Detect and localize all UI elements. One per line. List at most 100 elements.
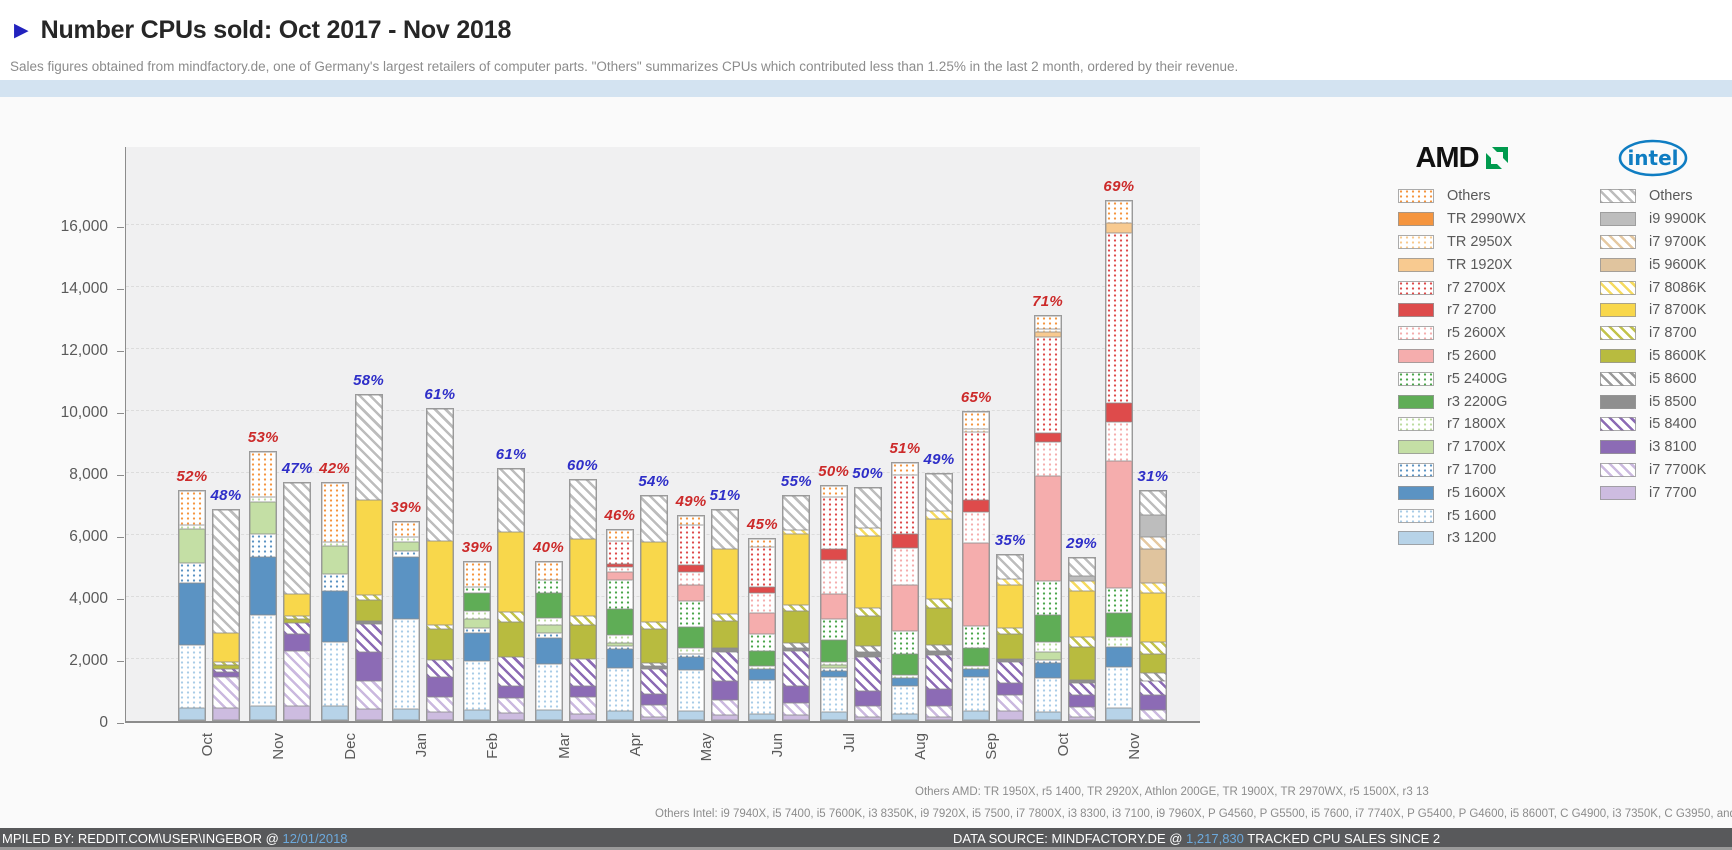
amd-segment-r7-1800x	[1105, 637, 1132, 648]
intel-share-label: 54%	[638, 472, 670, 490]
amd-segment-r3-1200	[250, 706, 277, 720]
legend-label: r5 2600	[1447, 347, 1497, 364]
legend-swatch	[1398, 234, 1434, 249]
intel-share-label: 50%	[852, 464, 884, 482]
amd-segment-r7-1800x	[179, 524, 205, 530]
intel-legend-item-i3-8100: i3 8100	[1600, 436, 1706, 459]
data-source-prefix: DATA SOURCE: MINDFACTORY.DE @	[953, 831, 1187, 846]
amd-legend-item-r5-2600: r5 2600	[1398, 345, 1526, 368]
intel-segment-i7-8700k	[569, 538, 596, 616]
amd-segment-r7-1700	[1034, 660, 1061, 664]
legend-swatch	[1600, 212, 1636, 227]
intel-segment-i7-8700	[712, 613, 739, 621]
intel-segment-i7-8700	[426, 624, 453, 630]
legend-swatch	[1398, 417, 1434, 432]
intel-segment-others	[712, 509, 739, 549]
amd-segment-others	[1034, 315, 1061, 329]
x-axis-label-jul: Jul	[840, 733, 858, 753]
amd-segment-r7-1800x	[820, 661, 847, 665]
amd-segment-r5-1600x	[464, 633, 491, 661]
intel-share-label: 31%	[1137, 468, 1169, 486]
intel-segment-i7-7700	[640, 716, 667, 720]
amd-segment-r7-1800x	[464, 610, 491, 619]
intel-segment-i7-8700k	[426, 541, 453, 625]
intel-logo: intel	[1600, 135, 1706, 181]
legend-label: r5 2400G	[1447, 370, 1508, 387]
amd-segment-r3-1200	[392, 709, 419, 720]
legend-swatch	[1600, 189, 1636, 204]
legend-swatch	[1600, 462, 1636, 477]
intel-segment-i7-8086k	[783, 529, 810, 535]
amd-stacked-bar	[178, 490, 206, 721]
compiled-date-link[interactable]: 12/01/2018	[282, 831, 348, 846]
intel-segment-i7-7700	[213, 707, 239, 720]
intel-share-label: 61%	[495, 446, 527, 464]
compiled-by-prefix: MPILED BY: REDDIT.COM\USER\INGEBOR @	[2, 831, 283, 846]
legend-swatch	[1398, 531, 1434, 546]
intel-legend-item-i5-8600k: i5 8600K	[1600, 345, 1706, 368]
bar-group-oct-12: 71% 29%	[1028, 147, 1104, 721]
amd-segment-others	[1105, 201, 1132, 223]
intel-share-label: 58%	[353, 371, 385, 389]
amd-segment-r5-1600x	[606, 648, 633, 669]
bar-group-mar-5: 40% 60%	[529, 147, 605, 721]
amd-segment-r7-2700	[820, 549, 847, 561]
amd-share-label: 50%	[818, 463, 850, 481]
intel-segment-others	[640, 495, 667, 542]
amd-share-label: 39%	[461, 539, 493, 557]
intel-segment-i5-8600	[640, 663, 667, 667]
amd-segment-others	[535, 562, 562, 580]
tracked-sales-count-link[interactable]: 1,217,830	[1186, 831, 1244, 846]
amd-segment-r5-2400g	[963, 626, 990, 648]
intel-segment-i5-8400	[712, 651, 739, 681]
amd-segment-tr-2950x	[963, 428, 990, 433]
amd-segment-r5-2400g	[1105, 587, 1132, 613]
bar-group-may-7: 49% 51%	[671, 147, 747, 721]
amd-segment-r7-2700x	[892, 475, 918, 534]
intel-stacked-bar	[782, 494, 811, 721]
amd-segment-r7-1700x	[606, 642, 633, 646]
legend-swatch	[1600, 303, 1636, 318]
intel-legend-item-i7-8700: i7 8700	[1600, 322, 1706, 345]
amd-segment-r5-2600	[892, 584, 918, 631]
amd-legend-item-r3-1200: r3 1200	[1398, 527, 1526, 550]
amd-legend-item-tr-1920x: TR 1920X	[1398, 253, 1526, 276]
intel-segment-i7-8700	[498, 612, 525, 622]
intel-segment-i3-8100	[640, 693, 667, 705]
legend-label: r7 2700X	[1447, 279, 1506, 296]
bar-group-dec-2: 42% 58%	[315, 147, 391, 721]
amd-stacked-bar	[819, 485, 848, 721]
y-tick-mark	[117, 599, 124, 600]
intel-segment-i5-8400	[783, 650, 810, 687]
legend-swatch	[1600, 371, 1636, 386]
amd-segment-r5-1600	[606, 668, 633, 711]
intel-segment-i7-7700k	[1139, 710, 1166, 720]
intel-legend-item-i7-7700: i7 7700	[1600, 481, 1706, 504]
amd-segment-others	[321, 483, 348, 542]
intel-segment-i7-7700k	[213, 677, 239, 708]
intel-stacked-bar	[711, 508, 740, 721]
intel-segment-i3-8100	[569, 686, 596, 697]
amd-segment-r3-1200	[1105, 707, 1132, 720]
amd-segment-others	[749, 539, 776, 547]
amd-stacked-bar	[748, 538, 777, 721]
intel-segment-i7-7700	[712, 715, 739, 720]
amd-legend-item-tr-2990wx: TR 2990WX	[1398, 208, 1526, 231]
amd-segment-r5-1600	[820, 676, 847, 713]
amd-segment-tr-2950x	[1034, 328, 1061, 332]
gridline	[126, 286, 1200, 287]
intel-segment-i7-7700k	[712, 700, 739, 716]
amd-segment-r3-1200	[749, 713, 776, 720]
intel-segment-others	[426, 408, 453, 542]
intel-segment-i5-8600k	[640, 629, 667, 664]
amd-share-label: 42%	[319, 460, 351, 478]
amd-segment-others	[963, 412, 990, 429]
amd-share-label: 51%	[889, 440, 921, 458]
legend-label: TR 2950X	[1447, 233, 1513, 250]
gridline	[126, 472, 1200, 473]
intel-segment-i5-8600k	[926, 607, 952, 645]
intel-segment-i7-8700	[1139, 641, 1166, 654]
intel-segment-i7-7700	[498, 713, 525, 720]
y-tick-mark	[117, 475, 124, 476]
